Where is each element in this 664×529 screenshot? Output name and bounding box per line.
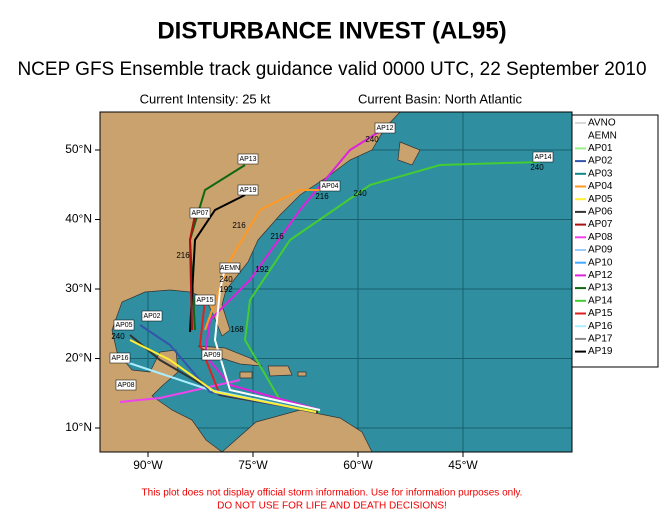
track-label: AP05 — [115, 322, 132, 329]
legend-label: AP01 — [588, 143, 613, 154]
track-label: AP14 — [534, 154, 551, 161]
legend-label: AP17 — [588, 334, 613, 345]
track-label: AP08 — [117, 382, 134, 389]
legend-label: AP14 — [588, 295, 613, 306]
legend-label: AEMN — [588, 130, 617, 141]
track-label-box — [201, 349, 223, 361]
legend-label: AP09 — [588, 245, 613, 256]
lat-label: 10°N — [65, 420, 92, 434]
tracks — [119, 127, 541, 413]
track-label: AP04 — [321, 183, 338, 190]
legend-label: AP12 — [588, 270, 613, 281]
track-label-box — [141, 310, 163, 322]
hour-label: 240 — [111, 332, 125, 341]
lat-label: 50°N — [65, 142, 92, 156]
track-label-box — [189, 207, 211, 219]
track-label: AP13 — [239, 156, 256, 163]
track-label-box — [115, 379, 137, 391]
hour-label: 240 — [530, 163, 544, 172]
track-label-box — [109, 352, 131, 364]
hour-label: 216 — [315, 192, 329, 201]
legend-label: AP08 — [588, 232, 613, 243]
legend-label: AP10 — [588, 257, 613, 268]
hour-label: 192 — [255, 265, 269, 274]
title: DISTURBANCE INVEST (AL95) — [157, 17, 506, 44]
legend — [571, 114, 659, 368]
hour-label: 168 — [230, 325, 244, 334]
track-label: AP02 — [143, 313, 160, 320]
track-label: AP16 — [111, 355, 128, 362]
legend-label: AP02 — [588, 156, 613, 167]
legend-label: AP19 — [588, 346, 613, 357]
lat-label: 40°N — [65, 212, 92, 226]
hour-label: 192 — [219, 285, 233, 294]
legend-label: AP06 — [588, 207, 613, 218]
lon-label: 90°W — [133, 458, 163, 472]
hour-label: 216 — [176, 251, 190, 260]
track-label-box — [113, 319, 135, 331]
legend-label: AP04 — [588, 181, 613, 192]
legend-label: AVNO — [588, 118, 616, 129]
track-label: AP12 — [376, 125, 393, 132]
lon-label: 45°W — [448, 458, 478, 472]
hour-label: 216 — [270, 232, 284, 241]
hour-label: 240 — [365, 135, 379, 144]
lat-label: 20°N — [65, 351, 92, 365]
track-label-box — [219, 262, 241, 274]
legend-label: AP13 — [588, 283, 613, 294]
track-label: AP09 — [203, 352, 220, 359]
track-label: AP07 — [191, 210, 208, 217]
disclaimer: DO NOT USE FOR LIFE AND DEATH DECISIONS! — [217, 501, 447, 512]
track-label: AP15 — [196, 297, 213, 304]
track-label-box — [237, 184, 259, 196]
basin: Current Basin: North Atlantic — [358, 91, 523, 106]
intensity: Current Intensity: 25 kt — [140, 91, 271, 106]
track-label: AP19 — [239, 187, 256, 194]
track-label-box — [532, 151, 554, 163]
subtitle: NCEP GFS Ensemble track guidance valid 0… — [17, 59, 646, 80]
track-label: AEMN — [220, 265, 240, 272]
lon-label: 60°W — [343, 458, 373, 472]
lat-label: 30°N — [65, 281, 92, 295]
track-label-box — [237, 153, 259, 165]
legend-label: AP15 — [588, 308, 613, 319]
lon-label: 75°W — [238, 458, 268, 472]
disclaimer: This plot does not display official stor… — [142, 488, 523, 499]
legend-label: AP03 — [588, 168, 613, 179]
hour-label: 240 — [219, 275, 233, 284]
hour-label: 216 — [232, 221, 246, 230]
legend-label: AP05 — [588, 194, 613, 205]
track-label-box — [319, 180, 341, 192]
legend-label: AP07 — [588, 219, 613, 230]
hour-label: 240 — [353, 189, 367, 198]
legend-label: AP16 — [588, 321, 613, 332]
track-label-box — [194, 294, 216, 306]
track-label-box — [374, 122, 396, 134]
